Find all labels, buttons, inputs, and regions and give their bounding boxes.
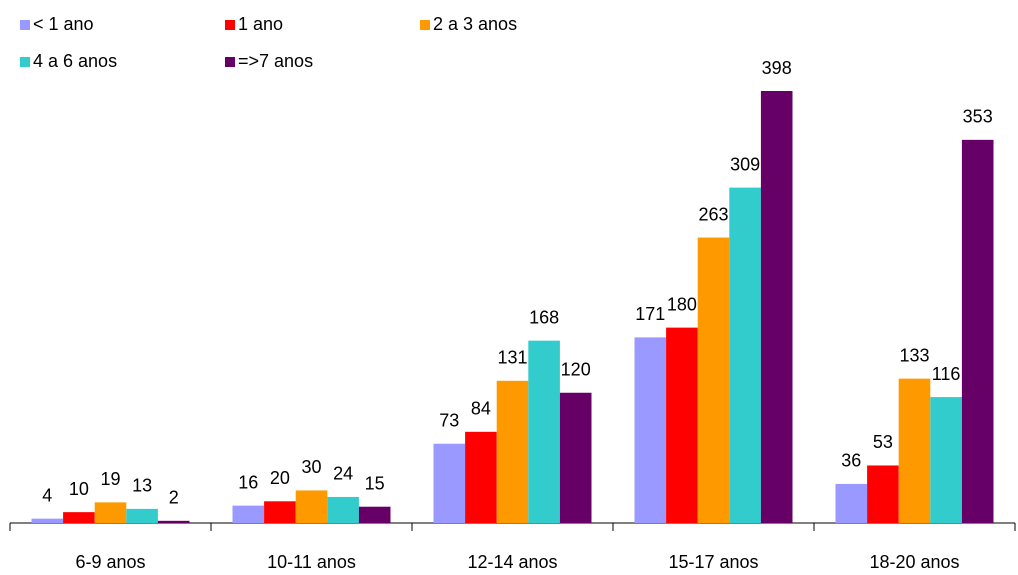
legend-swatch [420, 20, 430, 30]
value-label: 398 [762, 58, 792, 78]
value-label: 36 [841, 451, 861, 471]
bar [634, 337, 667, 523]
legend-label: < 1 ano [33, 14, 94, 34]
value-label: 24 [333, 464, 353, 484]
legend-label: 2 a 3 anos [433, 14, 517, 34]
legend-label: =>7 anos [238, 51, 313, 71]
bar [31, 518, 64, 523]
bar [327, 496, 359, 523]
value-label: 133 [899, 345, 929, 365]
value-label: 53 [873, 432, 893, 452]
value-label: 168 [529, 307, 559, 327]
value-label: 4 [42, 485, 52, 505]
bar [358, 506, 391, 523]
value-label: 116 [932, 364, 961, 384]
bar [961, 139, 994, 523]
value-label: 30 [301, 457, 321, 477]
bar [528, 340, 560, 523]
value-label: 120 [561, 359, 591, 379]
legend-swatch [225, 57, 235, 67]
value-label: 10 [69, 479, 89, 499]
value-label: 309 [730, 154, 760, 174]
value-label: 84 [471, 399, 491, 419]
bar [496, 380, 529, 523]
bar [295, 490, 328, 523]
bar [760, 91, 793, 523]
legend-label: 4 a 6 anos [33, 51, 117, 71]
value-label: 2 [169, 488, 179, 508]
bar [126, 508, 158, 523]
value-label: 180 [667, 294, 697, 314]
bar [666, 327, 698, 523]
value-label: 13 [132, 476, 152, 496]
bar [729, 187, 761, 523]
value-label: 73 [439, 411, 459, 431]
bar [835, 483, 868, 523]
bar [94, 502, 127, 523]
value-label: 131 [497, 348, 527, 368]
legend-swatch [20, 57, 30, 67]
value-label: 15 [365, 473, 385, 493]
bar [867, 465, 899, 523]
x-tick-label: 12-14 anos [467, 552, 557, 572]
bar [63, 512, 95, 523]
x-tick-label: 15-17 anos [668, 552, 758, 572]
value-label: 171 [635, 304, 665, 324]
bar [157, 520, 190, 523]
x-tick-label: 10-11 anos [267, 552, 356, 572]
x-tick-label: 6-9 anos [75, 552, 145, 572]
value-label: 353 [963, 107, 993, 127]
bar [930, 397, 962, 523]
value-label: 263 [698, 204, 728, 224]
value-label: 16 [238, 472, 258, 492]
bar [232, 505, 265, 523]
bar [264, 501, 296, 523]
bar [433, 443, 466, 523]
value-label: 19 [100, 469, 120, 489]
legend-swatch [225, 20, 235, 30]
bar [465, 431, 497, 523]
value-label: 20 [270, 468, 290, 488]
x-tick-label: 18-20 anos [869, 552, 959, 572]
bar [697, 237, 730, 524]
legend-swatch [20, 20, 30, 30]
bar [898, 378, 931, 523]
bar [559, 392, 592, 523]
legend-label: 1 ano [238, 14, 283, 34]
